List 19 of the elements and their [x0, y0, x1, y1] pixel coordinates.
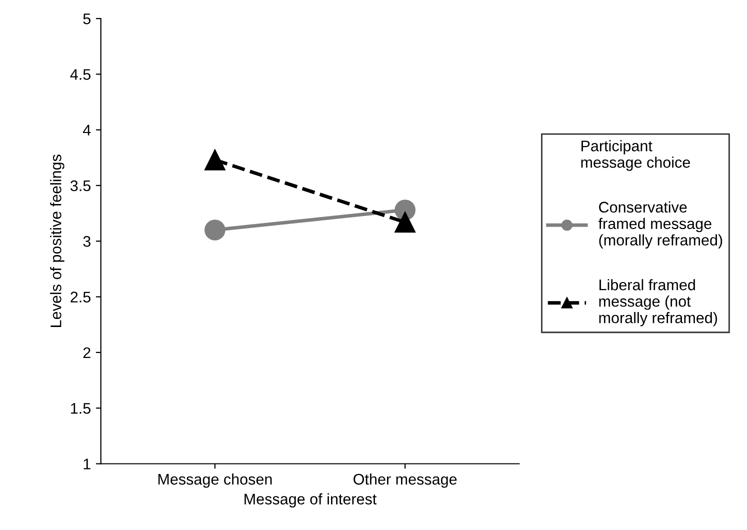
x-tick-label: Other message [354, 473, 457, 488]
y-tick-label: 3.5 [70, 180, 90, 192]
y-tick-label: 3 [83, 236, 90, 247]
y-tick-label: 2.5 [70, 292, 90, 302]
legend-title: Participant message choice [581, 140, 690, 171]
y-tick-label: 4.5 [70, 69, 90, 80]
x-axis-title: Message of interest [244, 493, 377, 508]
y-axis-title: Levels of positive feelings [50, 154, 64, 327]
y-tick-label: 1 [84, 458, 90, 470]
y-tick-label: 4 [82, 124, 91, 136]
legend-label: Conservative framed message (morally reframed) [598, 201, 722, 249]
y-tick-label: 2 [83, 347, 90, 358]
y-tick-label: 1.5 [71, 403, 90, 414]
y-tick-label: 5 [83, 14, 90, 24]
legend-label: Liberal framed message (not morally reframed) [599, 279, 718, 326]
point [394, 212, 416, 233]
point [204, 149, 226, 170]
point [204, 220, 226, 240]
x-tick-label: Message chosen [158, 473, 272, 488]
